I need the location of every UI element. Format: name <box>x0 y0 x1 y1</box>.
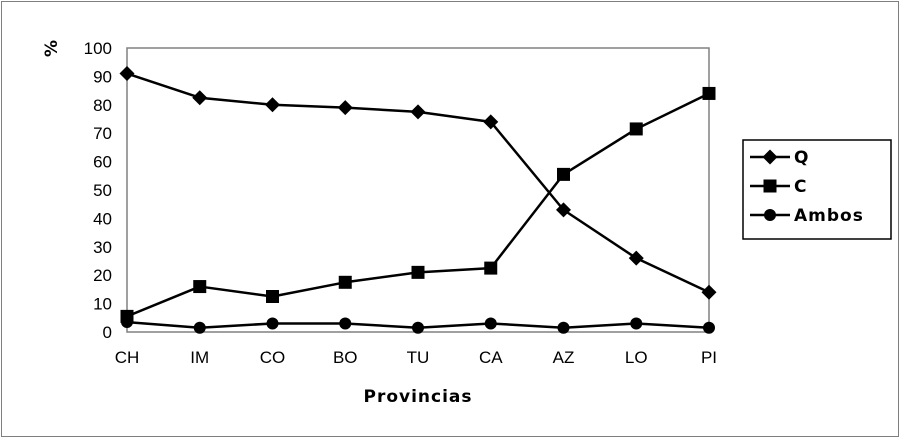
y-tick-label: 80 <box>93 96 112 115</box>
data-point-c <box>702 86 716 100</box>
y-axis-ticks: 0 10 20 30 40 50 60 70 80 90 100 <box>84 39 112 342</box>
legend-item-q: Q <box>750 148 809 168</box>
data-point-q <box>265 97 280 113</box>
legend-label: Ambos <box>794 206 864 226</box>
legend-item-ambos: Ambos <box>750 206 864 226</box>
data-point-c <box>629 122 643 136</box>
y-tick-label: 40 <box>93 209 112 228</box>
data-point-q <box>701 284 717 300</box>
y-tick-label: 30 <box>93 238 112 257</box>
data-point-c <box>193 280 207 294</box>
y-tick-label: 100 <box>84 39 112 58</box>
series-q <box>119 66 717 300</box>
x-tick-label: BO <box>333 348 358 367</box>
data-point-c <box>266 290 279 303</box>
y-tick-label: 70 <box>93 124 112 143</box>
data-point-c <box>557 167 570 181</box>
y-tick-label: 90 <box>93 67 112 86</box>
data-point-q <box>410 104 426 120</box>
x-tick-label: PI <box>701 348 717 367</box>
x-tick-label: CO <box>260 348 286 367</box>
data-point-ambos <box>412 321 424 334</box>
data-point-ambos <box>339 317 352 330</box>
series-line-c <box>126 92 710 318</box>
x-tick-label: CH <box>115 348 140 367</box>
data-point-c <box>338 275 352 289</box>
data-point-ambos <box>121 316 133 329</box>
legend-label: Q <box>794 148 809 168</box>
data-point-q <box>337 100 353 116</box>
y-axis-title: % <box>42 39 62 57</box>
data-point-ambos <box>484 317 497 330</box>
x-tick-label: CA <box>479 348 503 367</box>
y-tick-label: 60 <box>93 153 112 172</box>
legend-marker-q <box>762 149 778 165</box>
data-point-ambos <box>703 321 715 334</box>
x-axis-ticks: CH IM CO BO TU CA AZ LO PI <box>115 348 717 367</box>
x-tick-label: TU <box>407 348 430 367</box>
y-tick-label: 0 <box>103 323 112 342</box>
x-tick-label: AZ <box>553 348 575 367</box>
data-point-q <box>628 250 644 266</box>
data-point-q <box>119 66 135 82</box>
data-point-ambos <box>193 321 206 334</box>
y-tick-label: 10 <box>93 295 112 314</box>
legend-marker-c <box>763 179 777 193</box>
y-tick-label: 50 <box>93 181 112 200</box>
data-point-c <box>411 265 425 279</box>
series-c <box>120 86 716 323</box>
legend: QC Ambos <box>742 139 892 240</box>
x-tick-label: LO <box>625 348 648 367</box>
series-layer <box>119 66 717 334</box>
data-point-q <box>556 202 571 218</box>
data-point-c <box>484 261 498 275</box>
data-point-q <box>483 114 499 130</box>
data-point-q <box>192 90 208 106</box>
legend-marker-ambos <box>764 209 776 221</box>
data-point-ambos <box>630 317 643 330</box>
x-tick-label: IM <box>190 348 209 367</box>
data-point-ambos <box>266 317 279 330</box>
y-tick-label: 20 <box>93 266 112 285</box>
series-ambos <box>121 316 715 334</box>
x-axis-title: Provincias <box>363 387 472 407</box>
legend-label: C <box>794 177 807 197</box>
legend-item-c: C <box>750 177 807 197</box>
data-point-ambos <box>557 321 570 334</box>
